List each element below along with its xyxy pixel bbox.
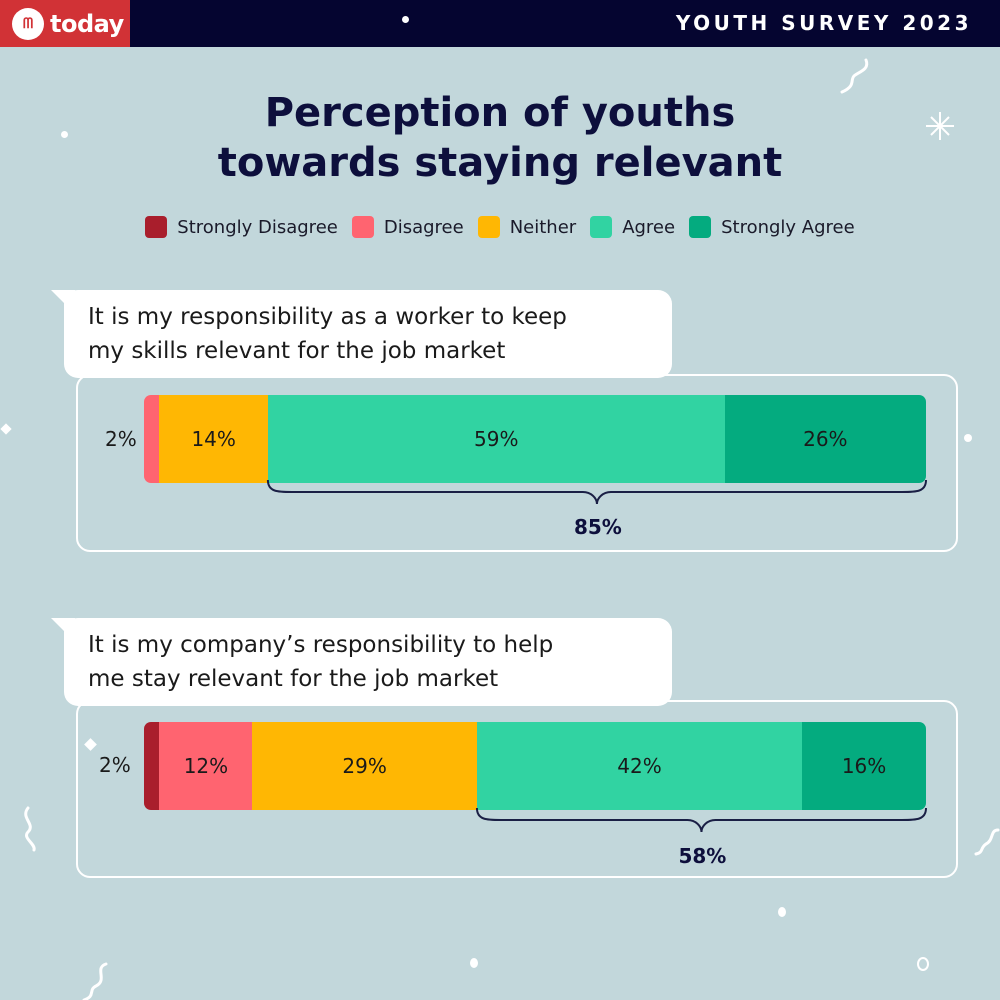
- legend-item-strongly-agree: Strongly Agree: [689, 216, 855, 238]
- bar-segment-agree: 42%: [476, 722, 803, 810]
- chart-title: Perception of youths towards staying rel…: [0, 88, 1000, 188]
- dot-decoration: [402, 16, 409, 23]
- bar-segment-disagree: 12%: [159, 722, 253, 810]
- question-bubble: It is my responsibility as a worker to k…: [64, 290, 672, 378]
- agree-total-label: 85%: [573, 515, 622, 539]
- legend-label: Agree: [622, 216, 676, 238]
- data-label: 14%: [191, 427, 236, 451]
- chart-title-line: towards staying relevant: [217, 140, 783, 186]
- agree-total-label: 58%: [678, 844, 727, 868]
- brace-path: [266, 479, 927, 505]
- data-label: 29%: [342, 754, 387, 778]
- legend-swatch: [477, 216, 500, 238]
- data-label: 59%: [474, 427, 519, 451]
- outside-data-label: 2%: [105, 427, 137, 451]
- squiggle-decoration: [24, 806, 36, 852]
- sparkle-decoration: [926, 112, 954, 140]
- data-label: 16%: [841, 754, 887, 778]
- outside-data-label: 2%: [99, 753, 131, 777]
- question-text-line: me stay relevant for the job market: [88, 666, 499, 692]
- ring-decoration: [917, 957, 929, 971]
- legend-item-neither: Neither: [477, 216, 577, 238]
- squiggle-decoration: [974, 828, 1000, 856]
- legend-item-strongly-disagree: Strongly Disagree: [145, 216, 338, 238]
- legend: Strongly Disagree Disagree Neither Agree…: [0, 216, 1000, 238]
- question-text-line: It is my responsibility as a worker to k…: [88, 304, 567, 330]
- logo: ᗰ today: [0, 0, 130, 47]
- bar-segment-disagree: [144, 395, 160, 483]
- dot-decoration: [61, 131, 68, 138]
- question-text-line: It is my company’s responsibility to hel…: [88, 632, 554, 658]
- data-label: 26%: [803, 427, 848, 451]
- data-label: 12%: [183, 754, 229, 778]
- bar-segment-strongly-agree: 16%: [802, 722, 926, 810]
- legend-label: Strongly Agree: [721, 216, 855, 238]
- question-text-line: my skills relevant for the job market: [88, 338, 506, 364]
- logo-mark-icon: ᗰ: [12, 7, 44, 40]
- dot-decoration: [778, 907, 786, 917]
- dot-decoration: [964, 434, 972, 442]
- bar-segment-neither: 29%: [252, 722, 477, 810]
- legend-swatch: [590, 216, 613, 238]
- bar-segment-strongly-agree: 26%: [724, 395, 926, 483]
- question-bubble: It is my company’s responsibility to hel…: [64, 618, 672, 706]
- legend-item-disagree: Disagree: [351, 216, 464, 238]
- data-label: 42%: [617, 754, 662, 778]
- squiggle-decoration: [840, 58, 869, 94]
- survey-label: YOUTH SURVEY 2023: [675, 11, 972, 35]
- legend-label: Neither: [509, 216, 577, 238]
- diamond-decoration: [0, 423, 12, 435]
- dot-decoration: [470, 958, 478, 968]
- legend-label: Strongly Disagree: [177, 216, 338, 238]
- top-bar: ᗰ today YOUTH SURVEY 2023: [0, 0, 1000, 47]
- chart-title-line: Perception of youths: [264, 90, 736, 136]
- legend-item-agree: Agree: [590, 216, 675, 238]
- bar-segment-agree: 59%: [267, 395, 725, 483]
- bar-segment-strongly-disagree: [144, 722, 160, 810]
- legend-swatch: [351, 216, 374, 238]
- brace-path: [475, 807, 927, 833]
- stacked-bar: 12% 29% 42% 16%: [144, 722, 926, 810]
- legend-swatch: [145, 216, 168, 238]
- legend-swatch: [689, 216, 712, 238]
- legend-label: Disagree: [383, 216, 464, 238]
- agree-brace: [266, 479, 927, 505]
- agree-brace: [475, 807, 927, 833]
- squiggle-decoration: [82, 962, 108, 1000]
- bar-segment-neither: 14%: [159, 395, 268, 483]
- stacked-bar: 14% 59% 26%: [144, 395, 926, 483]
- logo-text: today: [50, 9, 124, 38]
